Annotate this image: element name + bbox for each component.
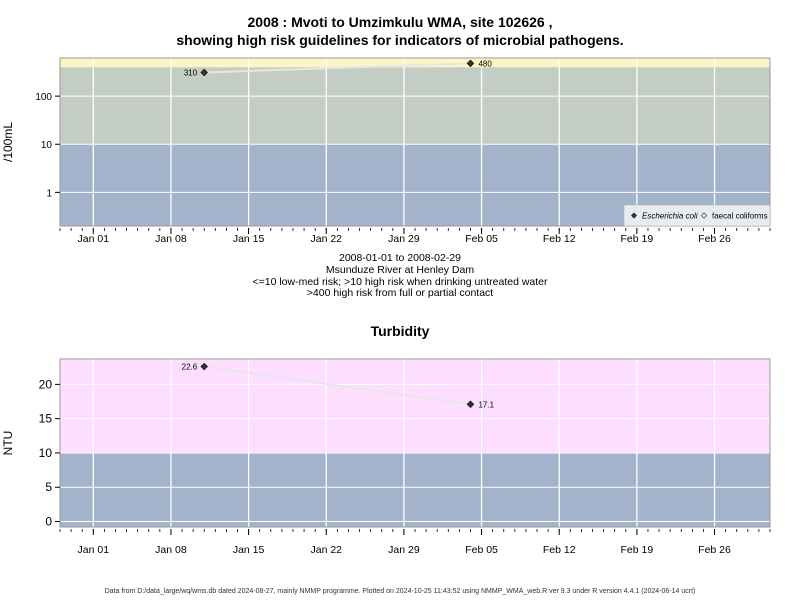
footer-note: Data from D:/data_large/wq/wms.db dated … — [104, 588, 696, 595]
y-tick-label-0-2: 100 — [35, 92, 52, 103]
risk-band-1-0 — [60, 452, 770, 527]
y-tick-label-1-4: 20 — [39, 377, 53, 391]
x-tick-label-0-8: Feb 26 — [698, 233, 731, 245]
data-point-1-0-1 — [466, 400, 475, 408]
x-tick-label-0-7: Feb 19 — [621, 233, 654, 245]
x-tick-label-1-4: Jan 29 — [388, 544, 420, 556]
x-tick-label-0-5: Feb 05 — [465, 233, 498, 245]
x-tick-label-1-3: Jan 22 — [310, 544, 342, 556]
data-label-0-0-0: 310 — [184, 68, 198, 77]
y-tick-label-1-1: 5 — [45, 480, 52, 494]
chart-title-line-2: showing high risk guidelines for indicat… — [176, 32, 624, 48]
legend-label-1: faecal coliforms — [712, 212, 768, 221]
risk-band-1-1 — [60, 359, 770, 453]
x-tick-label-1-6: Feb 12 — [543, 544, 576, 556]
series-connector-1-0 — [204, 365, 471, 406]
legend-box — [623, 204, 771, 227]
x-tick-label-0-2: Jan 15 — [233, 233, 265, 245]
x-tick-label-0-6: Feb 12 — [543, 233, 576, 245]
y-axis-label-0: /100mL — [1, 122, 15, 162]
x-tick-label-1-0: Jan 01 — [78, 544, 110, 556]
x-tick-label-0-1: Jan 08 — [155, 233, 187, 245]
plot-frame-0 — [59, 57, 771, 227]
data-point-1-0-0 — [200, 362, 208, 371]
x-tick-label-1-1: Jan 08 — [155, 544, 187, 556]
x-tick-label-1-7: Feb 19 — [621, 544, 654, 556]
x-tick-label-0-4: Jan 29 — [388, 233, 420, 245]
plot-frame-1 — [59, 358, 771, 528]
y-tick-label-0-0: 1 — [46, 188, 52, 199]
y-axis-label-1: NTU — [1, 431, 15, 456]
risk-note-contact: >400 high risk from full or partial cont… — [306, 287, 494, 299]
y-tick-label-1-2: 10 — [39, 446, 53, 460]
y-tick-label-0-1: 10 — [41, 140, 53, 151]
x-tick-label-1-2: Jan 15 — [233, 544, 265, 556]
data-point-0-0-1 — [466, 59, 475, 68]
legend-marker-0 — [630, 212, 638, 219]
x-tick-label-0-3: Jan 22 — [310, 233, 342, 245]
y-tick-label-1-0: 0 — [45, 515, 52, 529]
legend-marker-1 — [700, 212, 708, 219]
x-tick-label-0-0: Jan 01 — [78, 233, 110, 245]
data-label-1-0-0: 22.6 — [182, 363, 198, 372]
panel-title-1: Turbidity — [371, 323, 430, 339]
x-tick-label-1-5: Feb 05 — [465, 544, 498, 556]
risk-band-0-1 — [60, 67, 770, 145]
risk-note-drinking: <=10 low-med risk; >10 high risk when dr… — [252, 276, 548, 288]
y-tick-label-1-3: 15 — [39, 412, 53, 426]
risk-band-0-2 — [60, 58, 770, 68]
chart-title-line-1: 2008 : Mvoti to Umzimkulu WMA, site 1026… — [247, 14, 553, 30]
date-range-caption: 2008-01-01 to 2008-02-29 — [338, 252, 461, 264]
site-name-caption: Msunduze River at Henley Dam — [325, 264, 475, 276]
legend-label-0: Escherichia coli — [642, 212, 698, 221]
data-point-0-0-0 — [200, 68, 208, 77]
data-label-1-0-1: 17.1 — [478, 400, 494, 409]
series-connector-0-0 — [204, 62, 471, 74]
data-label-0-0-1: 480 — [478, 59, 492, 68]
x-tick-label-1-8: Feb 26 — [698, 544, 731, 556]
